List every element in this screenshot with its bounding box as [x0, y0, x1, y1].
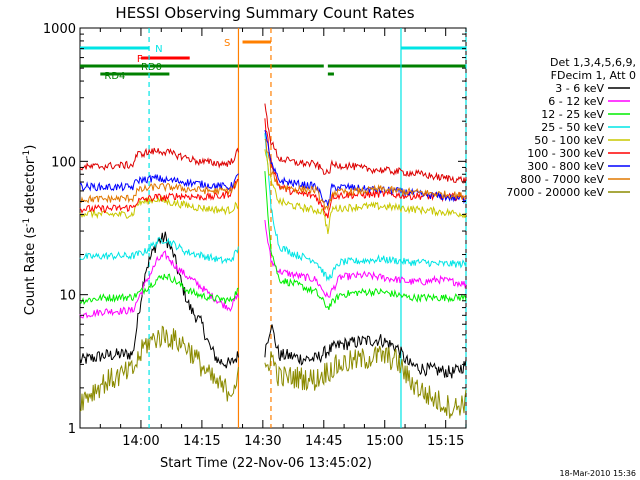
x-axis-ticks: 14:00 14:15 14:30 14:45 15:00 15:15 [79, 28, 467, 449]
y-axis-label-end: ) [23, 145, 38, 150]
series-line-6-12-kev [79, 219, 467, 319]
y-tick-label: 10 [59, 289, 76, 304]
x-tick-label: 14:15 [183, 434, 220, 449]
series-line-50-100-kev [79, 149, 467, 235]
legend-label-7000-20000-kev: 7000 - 20000 keV [506, 186, 604, 199]
y-axis-label-sup1: -1 [22, 218, 32, 227]
legend-label-800-7000-kev: 800 - 7000 keV [520, 173, 604, 186]
y-axis-label-sup2: -1 [22, 150, 32, 159]
series-line-7000-20000-kev [79, 325, 467, 419]
plot-area: N F S RD0 RD4 1 10 100 1000 14:00 14:15 14:30 14:4… [43, 22, 467, 449]
flags-layer: N F S RD0 RD4 [80, 38, 466, 82]
legend-label-3-6-kev: 3 - 6 keV [555, 82, 604, 95]
x-tick-label: 15:15 [427, 434, 464, 449]
legend-label-50-100-kev: 50 - 100 keV [534, 134, 604, 147]
y-tick-label: 1000 [43, 22, 76, 37]
series-line-100-300-kev [79, 118, 467, 219]
legend-label-25-50-kev: 25 - 50 keV [541, 121, 604, 134]
x-axis-label: Start Time (22-Nov-06 13:45:02) [160, 456, 372, 471]
series-layer [79, 103, 467, 419]
flag-label-rd4: RD4 [104, 71, 125, 82]
flag-label-rd0: RD0 [141, 62, 162, 73]
flag-label-n: N [155, 44, 162, 55]
legend-label-12-25-kev: 12 - 25 keV [541, 108, 604, 121]
y-axis-label-main: Count Rate (s [23, 227, 38, 316]
flag-label-s: S [224, 38, 230, 49]
x-tick-label: 14:00 [122, 434, 159, 449]
flag-label-f: F [137, 54, 143, 65]
y-tick-label: 1 [68, 422, 76, 437]
vertical-markers [148, 28, 467, 428]
y-axis-label: Count Rate (s-1 detector-1) [22, 145, 38, 316]
legend-label-300-800-kev: 300 - 800 keV [527, 160, 604, 173]
x-tick-label: 14:30 [244, 434, 281, 449]
timestamp: 18-Mar-2010 15:36 [560, 469, 637, 478]
series-line-300-800-kev [79, 129, 467, 207]
chart-title: HESSI Observing Summary Count Rates [115, 4, 414, 22]
legend-label-100-300-kev: 100 - 300 keV [527, 147, 604, 160]
y-tick-label: 100 [51, 155, 76, 170]
legend-header-line-2: FDecim 1, Att 0 [551, 69, 636, 82]
plot-frame [79, 27, 467, 429]
y-axis-ticks: 1 10 100 1000 [43, 22, 466, 437]
series-line-25-50-kev [79, 133, 467, 282]
legend-label-6-12-kev: 6 - 12 keV [548, 95, 604, 108]
legend: Det 1,3,4,5,6,9, FDecim 1, Att 0 3 - 6 k… [506, 56, 636, 199]
series-line-12-25-kev [79, 171, 467, 311]
legend-header-line-1: Det 1,3,4,5,6,9, [550, 56, 636, 69]
x-tick-label: 14:45 [305, 434, 342, 449]
y-axis-label-mid: detector [23, 158, 38, 218]
series-line-800-7000-kev [79, 138, 467, 212]
x-tick-label: 15:00 [366, 434, 403, 449]
series-line-100-300-kev-red-line [79, 103, 467, 185]
